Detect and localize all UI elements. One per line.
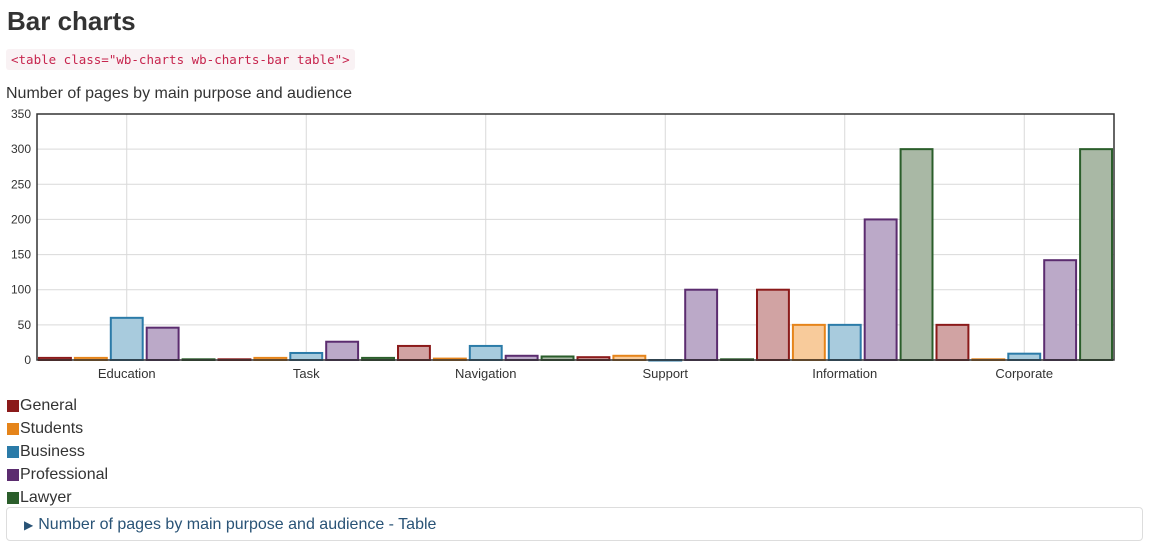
bar-general bbox=[397, 344, 431, 361]
legend-item-professional: Professional bbox=[7, 463, 108, 486]
bar-students bbox=[791, 323, 826, 362]
bar-business bbox=[1007, 352, 1042, 361]
bar-business bbox=[827, 323, 862, 362]
legend-swatch-students bbox=[7, 422, 19, 435]
bar-chart: 0 50 100 150 200 250 300 350 Education Task Naviga… bbox=[11, 107, 1115, 381]
plot-frame bbox=[36, 113, 1115, 361]
bar-professional bbox=[863, 218, 898, 361]
triangle-right-icon: ▶ bbox=[24, 518, 34, 532]
page-title: Bar charts bbox=[7, 6, 136, 36]
legend-label-professional: Professional bbox=[20, 465, 109, 483]
legend-label-students: Students bbox=[20, 419, 84, 437]
bar-lawyer bbox=[899, 148, 934, 362]
code-snippet: <table class="wb-charts wb-charts-bar ta… bbox=[6, 49, 355, 70]
bar-professional bbox=[325, 340, 360, 361]
y-tick-label: 300 bbox=[11, 142, 31, 156]
bar-general bbox=[935, 323, 970, 362]
legend-item-business: Business bbox=[7, 440, 108, 463]
legend-item-students: Students bbox=[7, 417, 108, 440]
x-tick-label: Education bbox=[98, 366, 156, 381]
chart-legend: General Students Business Professional L… bbox=[7, 394, 108, 509]
y-tick-label: 350 bbox=[11, 107, 31, 121]
y-tick-label: 250 bbox=[11, 177, 31, 191]
bar-general bbox=[756, 288, 790, 361]
bar-business bbox=[289, 351, 324, 362]
bar-professional bbox=[1043, 259, 1078, 362]
bar-professional bbox=[684, 288, 719, 361]
legend-item-general: General bbox=[7, 394, 108, 417]
legend-item-lawyer: Lawyer bbox=[7, 486, 108, 509]
x-tick-label: Corporate bbox=[995, 366, 1053, 381]
x-tick-label: Navigation bbox=[455, 366, 516, 381]
legend-swatch-lawyer bbox=[7, 491, 19, 504]
y-tick-label: 200 bbox=[11, 212, 31, 226]
x-tick-label: Task bbox=[293, 366, 320, 381]
y-tick-label: 0 bbox=[24, 353, 31, 367]
bar-business bbox=[468, 344, 503, 361]
x-tick-label: Information bbox=[812, 366, 877, 381]
legend-label-general: General bbox=[20, 396, 77, 414]
bar-business bbox=[109, 316, 144, 361]
table-details: ▶ Number of pages by main purpose and aud… bbox=[6, 507, 1143, 541]
table-toggle[interactable]: ▶ Number of pages by main purpose and aud… bbox=[24, 516, 436, 534]
chart-title: Number of pages by main purpose and audi… bbox=[6, 85, 352, 102]
legend-label-lawyer: Lawyer bbox=[20, 488, 72, 506]
bar-lawyer bbox=[1079, 148, 1113, 362]
legend-swatch-business bbox=[7, 445, 19, 458]
y-tick-label: 100 bbox=[11, 283, 31, 297]
y-tick-label: 50 bbox=[18, 318, 32, 332]
legend-swatch-professional bbox=[7, 468, 19, 481]
y-tick-label: 150 bbox=[11, 248, 31, 262]
table-toggle-label: Number of pages by main purpose and audi… bbox=[38, 516, 437, 533]
x-tick-label: Support bbox=[642, 366, 688, 381]
legend-swatch-general bbox=[7, 399, 19, 412]
bar-professional bbox=[145, 326, 180, 361]
legend-label-business: Business bbox=[20, 442, 85, 460]
